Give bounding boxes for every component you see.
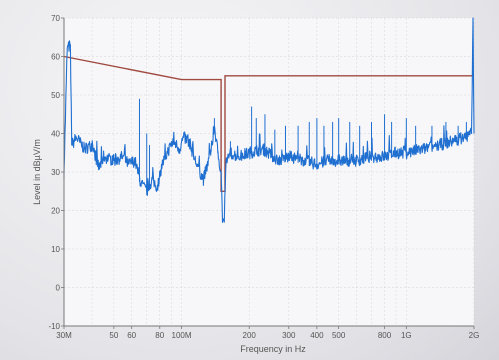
x-tick-label: 1G <box>401 331 412 340</box>
y-tick-label: 10 <box>51 245 60 254</box>
y-tick-label: 0 <box>56 284 61 293</box>
x-tick-label: 80 <box>155 331 164 340</box>
x-tick-label: 2G <box>469 331 480 340</box>
y-tick-label: 20 <box>51 207 60 216</box>
y-tick-label: -10 <box>48 322 60 331</box>
x-tick-label: 400 <box>310 331 324 340</box>
y-tick-label: 60 <box>51 53 60 62</box>
x-tick-labels: 30M 50 60 80 100M 200 300 400 500 800 1G 2G <box>56 326 479 340</box>
x-tick-label: 500 <box>332 331 346 340</box>
limit-line <box>63 55 474 193</box>
x-tick-label: 800 <box>378 331 392 340</box>
x-tick-label: 60 <box>127 331 136 340</box>
x-tick-label: 300 <box>282 331 296 340</box>
x-tick-label: 200 <box>243 331 257 340</box>
measurement-layer <box>63 17 475 223</box>
measurement-trace <box>63 17 475 223</box>
y-tick-labels: 70 60 50 40 30 20 10 0 -10 <box>48 14 64 331</box>
x-tick-label: 30M <box>56 331 72 340</box>
y-tick-label: 40 <box>51 130 60 139</box>
limit-line-layer <box>63 55 474 193</box>
y-tick-label: 50 <box>51 91 60 100</box>
x-axis-title: Frequency in Hz <box>240 344 306 354</box>
x-tick-label: 50 <box>109 331 118 340</box>
y-tick-label: 70 <box>51 14 60 23</box>
y-tick-label: 30 <box>51 168 60 177</box>
grid <box>63 17 475 327</box>
y-axis-title: Level in dBµV/m <box>32 139 42 205</box>
x-tick-label: 100M <box>172 331 192 340</box>
